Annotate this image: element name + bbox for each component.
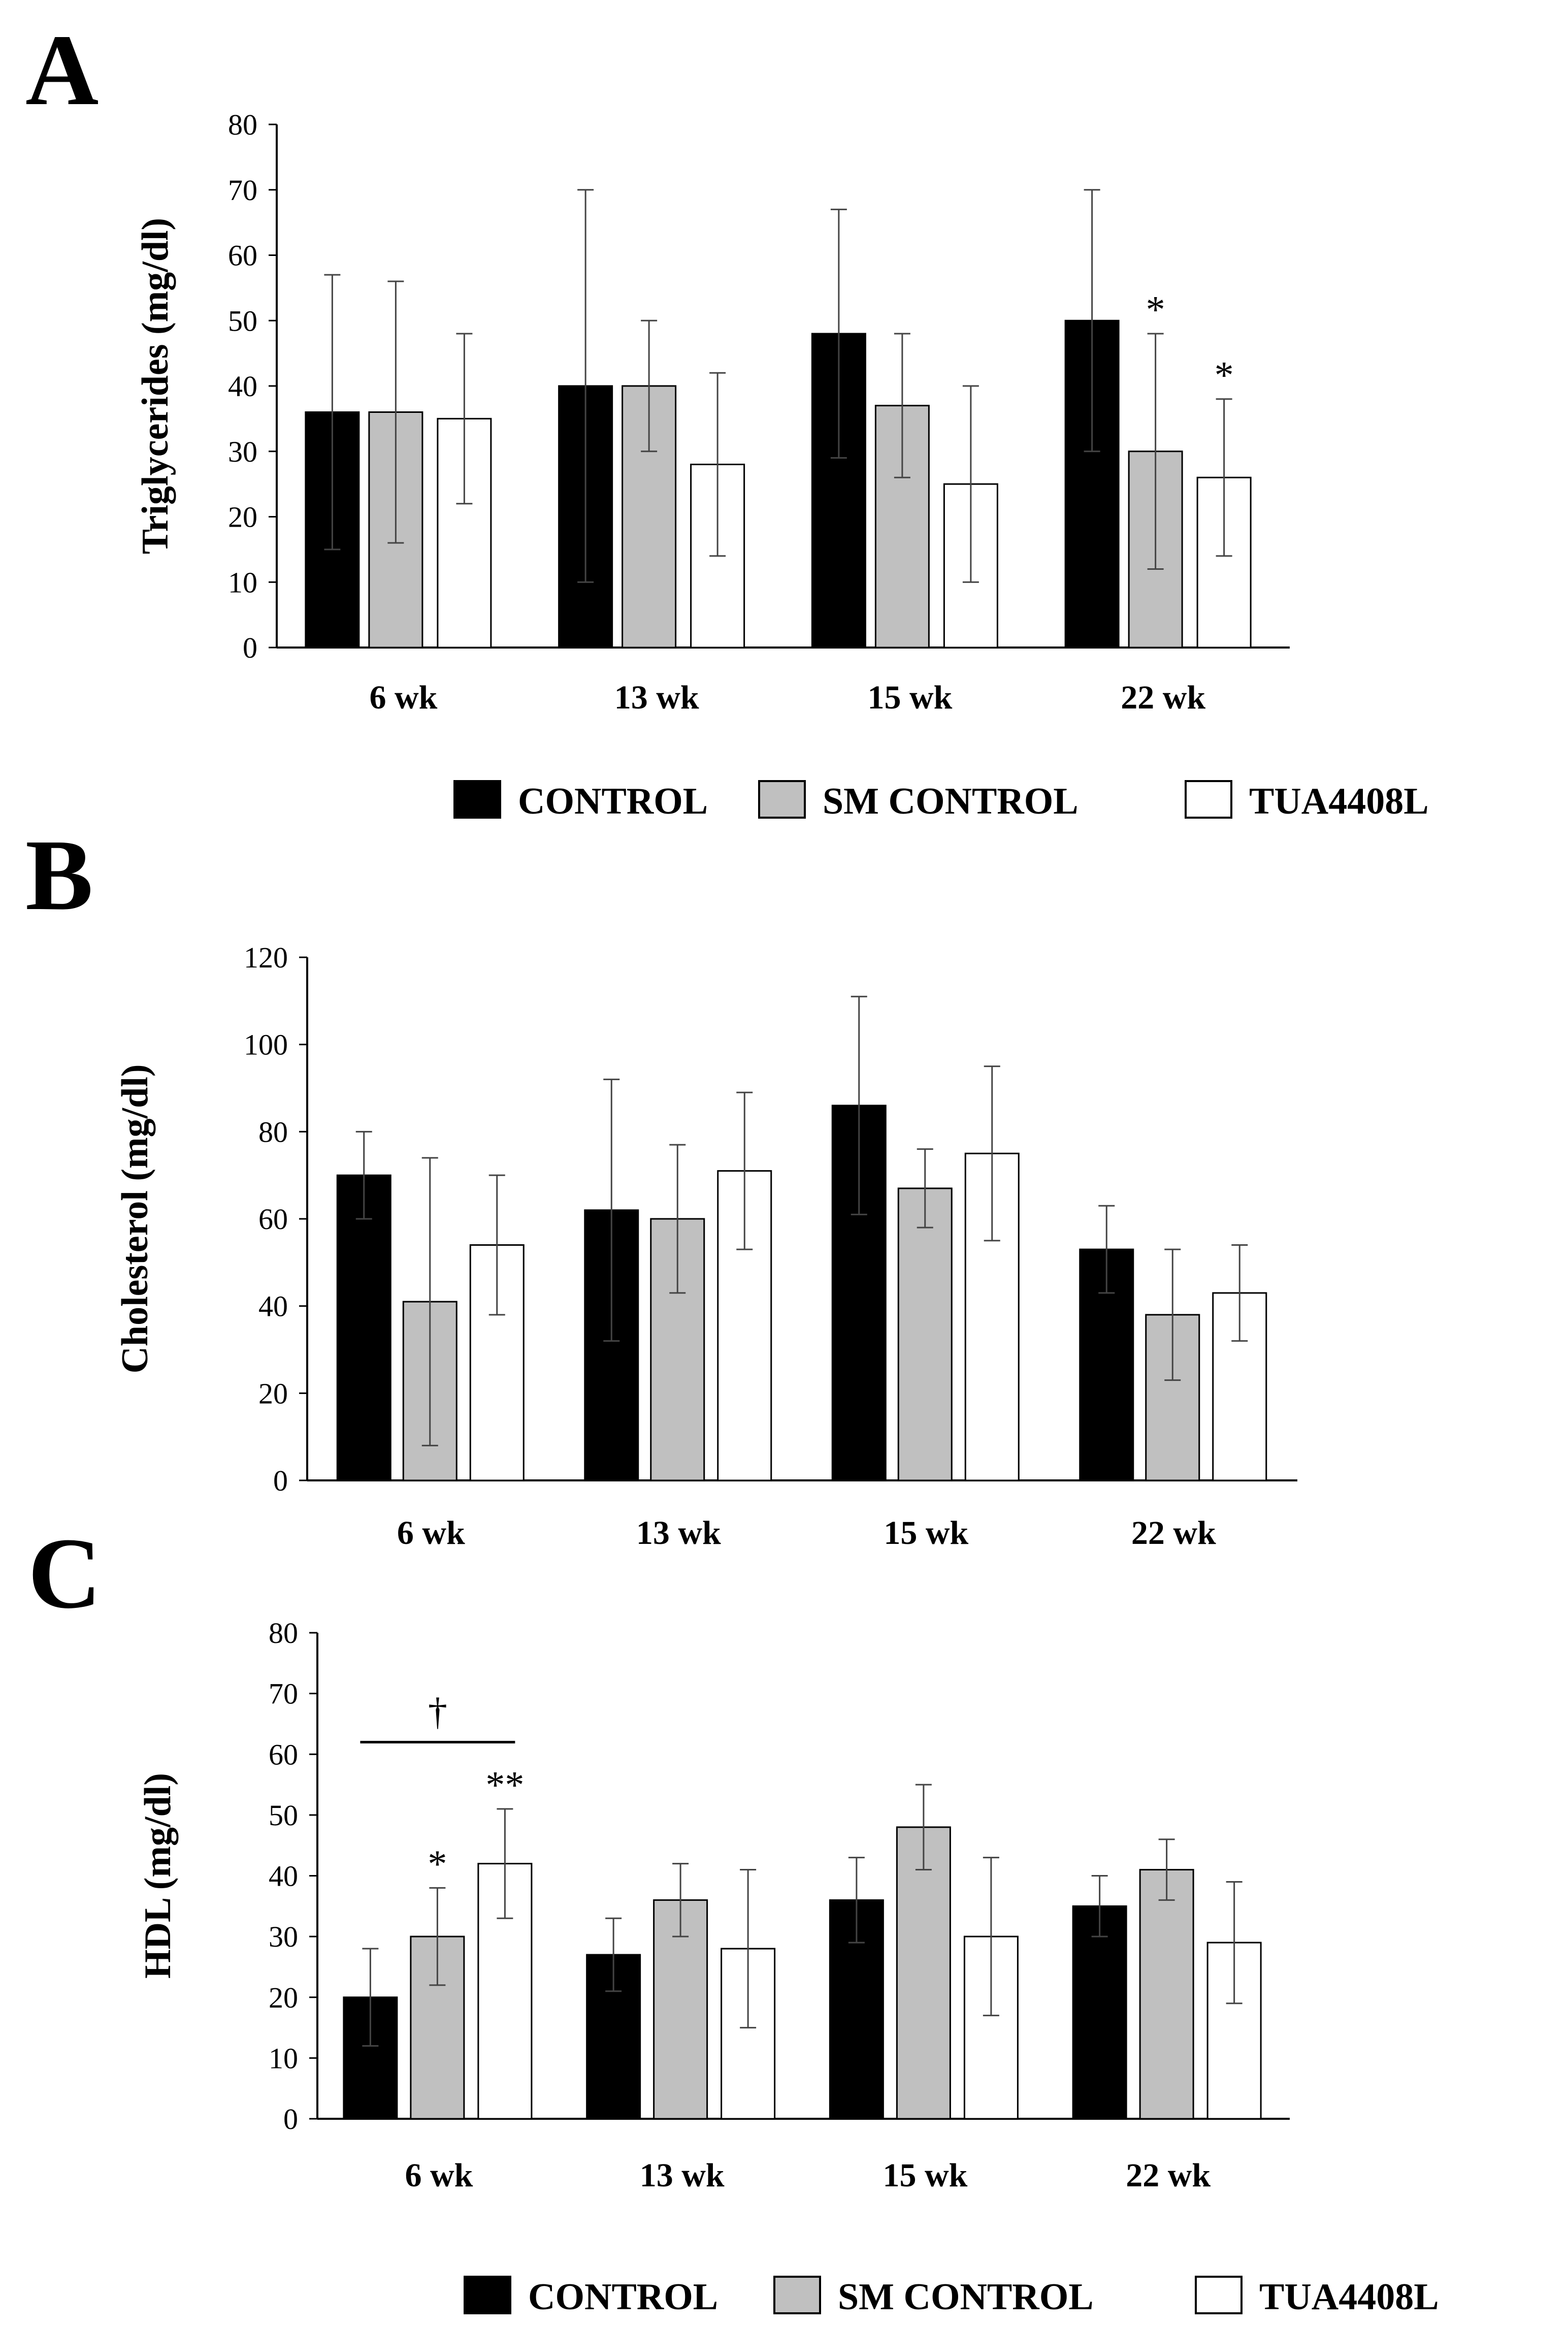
x-tick-label: 13 wk bbox=[636, 1514, 721, 1552]
legend-swatch-control bbox=[453, 780, 501, 819]
y-axis-label: Triglycerides (mg/dl) bbox=[135, 218, 176, 554]
panel-letter: C bbox=[28, 1517, 101, 1630]
x-tick-label: 15 wk bbox=[884, 1514, 968, 1552]
y-tick-label: 70 bbox=[228, 174, 257, 207]
y-tick-label: 40 bbox=[258, 1290, 288, 1323]
bar-control-22-wk bbox=[1072, 1905, 1127, 2120]
y-tick-label: 120 bbox=[244, 941, 288, 974]
y-tick-label: 40 bbox=[228, 370, 257, 403]
bar-tua4408l-6-wk bbox=[469, 1244, 525, 1481]
significance-mark: † bbox=[428, 1690, 447, 1733]
panel-c: C 0 10 20 30 40 50 60 70 80 HDL (mg/dl) 6 wk 13 wk 15… bbox=[28, 1517, 1290, 2194]
x-tick-label: 15 wk bbox=[883, 2157, 967, 2194]
y-tick-label: 20 bbox=[269, 1981, 298, 2014]
x-tick-label: 15 wk bbox=[867, 679, 952, 716]
legend-swatch-tua4408l bbox=[1185, 780, 1232, 819]
bar-sm-control-22-wk bbox=[1139, 1869, 1194, 2120]
x-tick-label: 13 wk bbox=[640, 2157, 725, 2194]
panel-letter: A bbox=[25, 14, 99, 126]
y-tick-label: 60 bbox=[269, 1738, 298, 1771]
y-tick-label: 40 bbox=[269, 1860, 298, 1893]
y-tick-label: 60 bbox=[258, 1203, 288, 1236]
panel-letter: B bbox=[25, 819, 93, 931]
legend-label-sm-control: SM CONTROL bbox=[823, 781, 1079, 822]
y-tick-label: 0 bbox=[273, 1464, 288, 1497]
bar-control-22-wk bbox=[1064, 319, 1120, 649]
legend-label-sm-control: SM CONTROL bbox=[838, 2276, 1094, 2318]
x-tick-label: 22 wk bbox=[1131, 1514, 1216, 1552]
bar-sm-control-15-wk bbox=[897, 1187, 953, 1481]
legend-swatch-sm-control bbox=[758, 780, 806, 819]
y-tick-label: 80 bbox=[258, 1115, 288, 1148]
y-tick-label: 30 bbox=[228, 435, 257, 468]
x-tick-label: 6 wk bbox=[397, 1514, 465, 1552]
legend-c: CONTROL SM CONTROL TUA4408L bbox=[464, 2276, 1439, 2318]
legend-label-tua4408l: TUA4408L bbox=[1259, 2276, 1439, 2318]
legend-swatch-sm-control bbox=[773, 2276, 821, 2314]
bar-sm-control-15-wk bbox=[896, 1826, 951, 2120]
x-tick-label: 13 wk bbox=[614, 679, 699, 716]
y-tick-label: 30 bbox=[269, 1920, 298, 1953]
legend-a: CONTROL SM CONTROL TUA4408L bbox=[453, 780, 1429, 822]
significance-mark: * bbox=[1146, 288, 1165, 331]
y-tick-label: 50 bbox=[269, 1799, 298, 1832]
y-tick-label: 80 bbox=[228, 108, 257, 141]
y-tick-label: 0 bbox=[243, 631, 257, 664]
significance-mark: * bbox=[1215, 354, 1234, 397]
x-tick-label: 6 wk bbox=[405, 2157, 473, 2194]
panel-b: B 0 20 40 60 80 100 120 Cholesterol (mg/dl) 6 wk 1… bbox=[25, 819, 1297, 1552]
y-tick-label: 100 bbox=[244, 1028, 288, 1061]
y-tick-label: 70 bbox=[269, 1677, 298, 1710]
y-tick-label: 10 bbox=[269, 2042, 298, 2075]
bar-control-6-wk bbox=[336, 1174, 391, 1481]
y-axis-label: HDL (mg/dl) bbox=[137, 1773, 179, 1979]
x-tick-label: 22 wk bbox=[1126, 2157, 1211, 2194]
y-tick-label: 60 bbox=[228, 239, 257, 272]
significance-mark: ** bbox=[485, 1764, 524, 1806]
legend-label-tua4408l: TUA4408L bbox=[1249, 781, 1429, 822]
panel-a: A 0 10 20 30 40 50 60 70 80 Triglycerides (mg/dl) 6… bbox=[25, 14, 1290, 716]
x-tick-label: 22 wk bbox=[1121, 679, 1205, 716]
y-tick-label: 20 bbox=[258, 1377, 288, 1410]
significance-mark: * bbox=[428, 1843, 447, 1885]
y-tick-label: 50 bbox=[228, 304, 257, 337]
y-tick-label: 20 bbox=[228, 501, 257, 534]
legend-label-control: CONTROL bbox=[518, 781, 708, 822]
legend-label-control: CONTROL bbox=[528, 2276, 718, 2318]
x-tick-label: 6 wk bbox=[369, 679, 437, 716]
y-tick-label: 0 bbox=[283, 2103, 298, 2136]
legend-swatch-control bbox=[464, 2276, 511, 2314]
y-axis-label: Cholesterol (mg/dl) bbox=[114, 1064, 156, 1373]
legend-swatch-tua4408l bbox=[1195, 2276, 1243, 2314]
y-tick-label: 10 bbox=[228, 566, 257, 599]
y-tick-label: 80 bbox=[269, 1617, 298, 1650]
